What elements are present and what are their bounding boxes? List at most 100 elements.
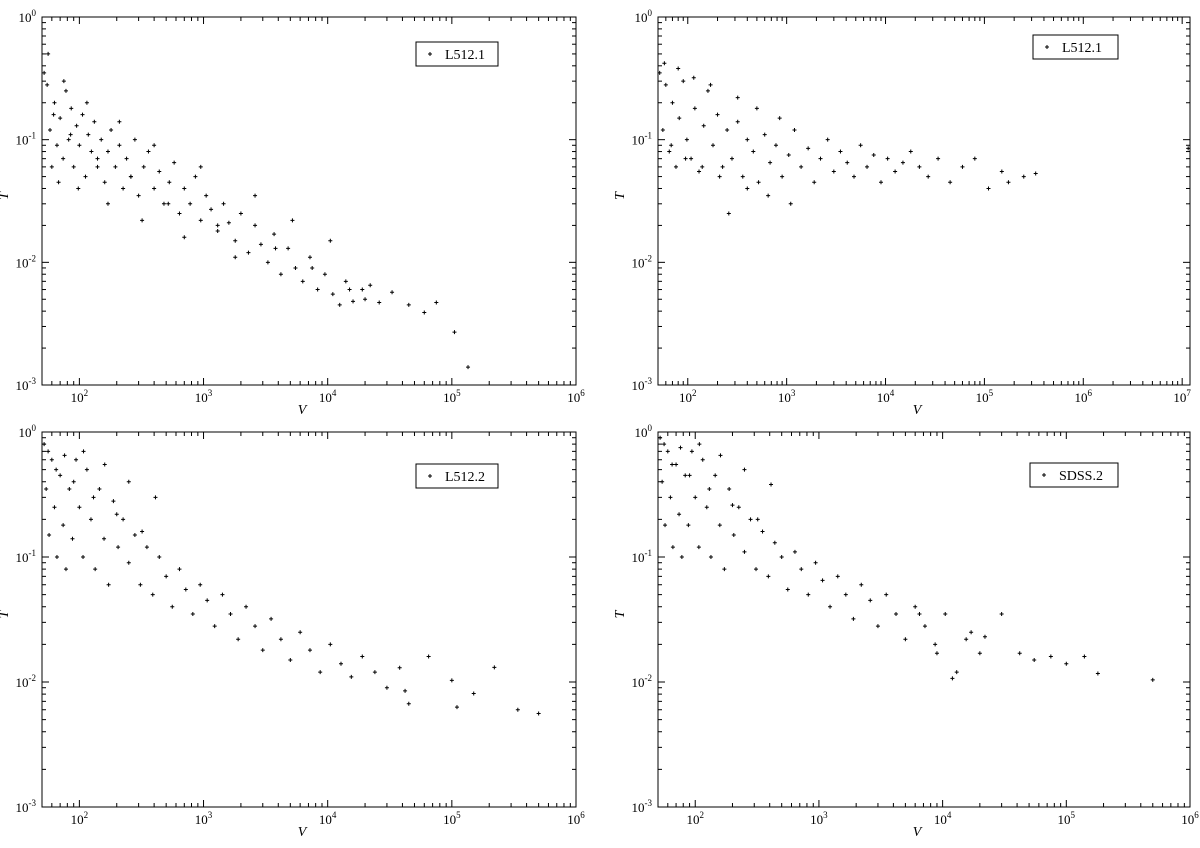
data-point bbox=[406, 302, 411, 307]
legend: L512.2 bbox=[415, 463, 499, 489]
data-point bbox=[865, 164, 870, 169]
x-tick-label: 102 bbox=[679, 388, 697, 405]
data-point bbox=[964, 637, 969, 642]
data-point bbox=[670, 545, 675, 550]
x-axis-label: V bbox=[298, 403, 308, 418]
data-point bbox=[697, 169, 702, 174]
data-point bbox=[126, 560, 131, 565]
data-point bbox=[61, 79, 66, 84]
data-point bbox=[756, 180, 761, 185]
data-point bbox=[426, 654, 431, 659]
data-point bbox=[300, 279, 305, 284]
data-point bbox=[986, 186, 991, 191]
legend-label: SDSS.2 bbox=[1059, 469, 1103, 484]
data-point bbox=[106, 582, 111, 587]
y-tick-label: 10-2 bbox=[16, 673, 37, 690]
data-point bbox=[708, 82, 713, 87]
data-point bbox=[76, 186, 81, 191]
data-point bbox=[360, 654, 365, 659]
data-point bbox=[351, 299, 356, 304]
data-point bbox=[360, 287, 365, 292]
data-point bbox=[89, 149, 94, 154]
x-tick-label: 106 bbox=[1181, 810, 1199, 827]
data-point bbox=[307, 648, 312, 653]
data-point bbox=[56, 180, 61, 185]
legend-marker bbox=[1042, 473, 1046, 477]
data-point bbox=[128, 174, 133, 179]
data-point bbox=[42, 442, 47, 447]
data-point bbox=[788, 201, 793, 206]
data-point bbox=[117, 143, 122, 148]
y-tick-label: 100 bbox=[19, 423, 37, 440]
legend-label: L512.2 bbox=[445, 470, 485, 485]
data-point bbox=[676, 66, 681, 71]
data-point bbox=[693, 495, 698, 500]
data-point bbox=[172, 160, 177, 165]
data-point bbox=[377, 300, 382, 305]
data-point bbox=[116, 545, 121, 550]
legend: SDSS.2 bbox=[1029, 462, 1119, 488]
data-point bbox=[95, 164, 100, 169]
data-point bbox=[54, 467, 59, 472]
data-series bbox=[658, 435, 1155, 682]
data-point bbox=[117, 119, 122, 124]
data-point bbox=[121, 186, 126, 191]
data-point bbox=[77, 505, 82, 510]
data-point bbox=[894, 611, 899, 616]
y-axis-label: T bbox=[613, 609, 628, 618]
data-point bbox=[673, 164, 678, 169]
axis-ticks bbox=[41, 431, 577, 808]
data-point bbox=[697, 442, 702, 447]
data-point bbox=[689, 449, 694, 454]
y-tick-label: 10-1 bbox=[16, 131, 37, 148]
data-point bbox=[132, 532, 137, 537]
data-point bbox=[466, 365, 471, 370]
data-point bbox=[58, 473, 63, 478]
data-point bbox=[209, 207, 214, 212]
data-point bbox=[768, 160, 773, 165]
data-point bbox=[670, 100, 675, 105]
data-point bbox=[97, 486, 102, 491]
data-point bbox=[328, 238, 333, 243]
data-point bbox=[70, 536, 75, 541]
data-point bbox=[253, 624, 258, 629]
data-point bbox=[711, 143, 716, 148]
data-point bbox=[674, 462, 679, 467]
data-point bbox=[221, 201, 226, 206]
data-point bbox=[338, 661, 343, 666]
data-point bbox=[269, 616, 274, 621]
data-point bbox=[84, 467, 89, 472]
data-point bbox=[828, 604, 833, 609]
data-point bbox=[704, 505, 709, 510]
data-point bbox=[908, 149, 913, 154]
data-point bbox=[63, 567, 68, 572]
data-point bbox=[88, 517, 93, 522]
data-point bbox=[852, 174, 857, 179]
y-tick-label: 10-1 bbox=[632, 131, 653, 148]
data-point bbox=[755, 517, 760, 522]
data-point bbox=[109, 127, 114, 132]
y-axis-label: T bbox=[0, 191, 12, 200]
data-point bbox=[772, 540, 777, 545]
x-axis-label: V bbox=[913, 825, 923, 840]
data-point bbox=[52, 505, 57, 510]
data-point bbox=[152, 186, 157, 191]
data-point bbox=[769, 482, 774, 487]
x-tick-label: 102 bbox=[71, 388, 89, 405]
data-point bbox=[449, 678, 454, 683]
data-point bbox=[138, 582, 143, 587]
data-point bbox=[838, 149, 843, 154]
data-point bbox=[718, 453, 723, 458]
data-point bbox=[689, 156, 694, 161]
data-point bbox=[871, 152, 876, 157]
data-point bbox=[742, 467, 747, 472]
data-point bbox=[677, 116, 682, 121]
data-point bbox=[1150, 677, 1155, 682]
data-point bbox=[727, 486, 732, 491]
data-point bbox=[310, 265, 315, 270]
data-point bbox=[700, 164, 705, 169]
data-point bbox=[766, 574, 771, 579]
x-tick-label: 103 bbox=[195, 388, 213, 405]
data-point bbox=[831, 169, 836, 174]
data-point bbox=[745, 186, 750, 191]
